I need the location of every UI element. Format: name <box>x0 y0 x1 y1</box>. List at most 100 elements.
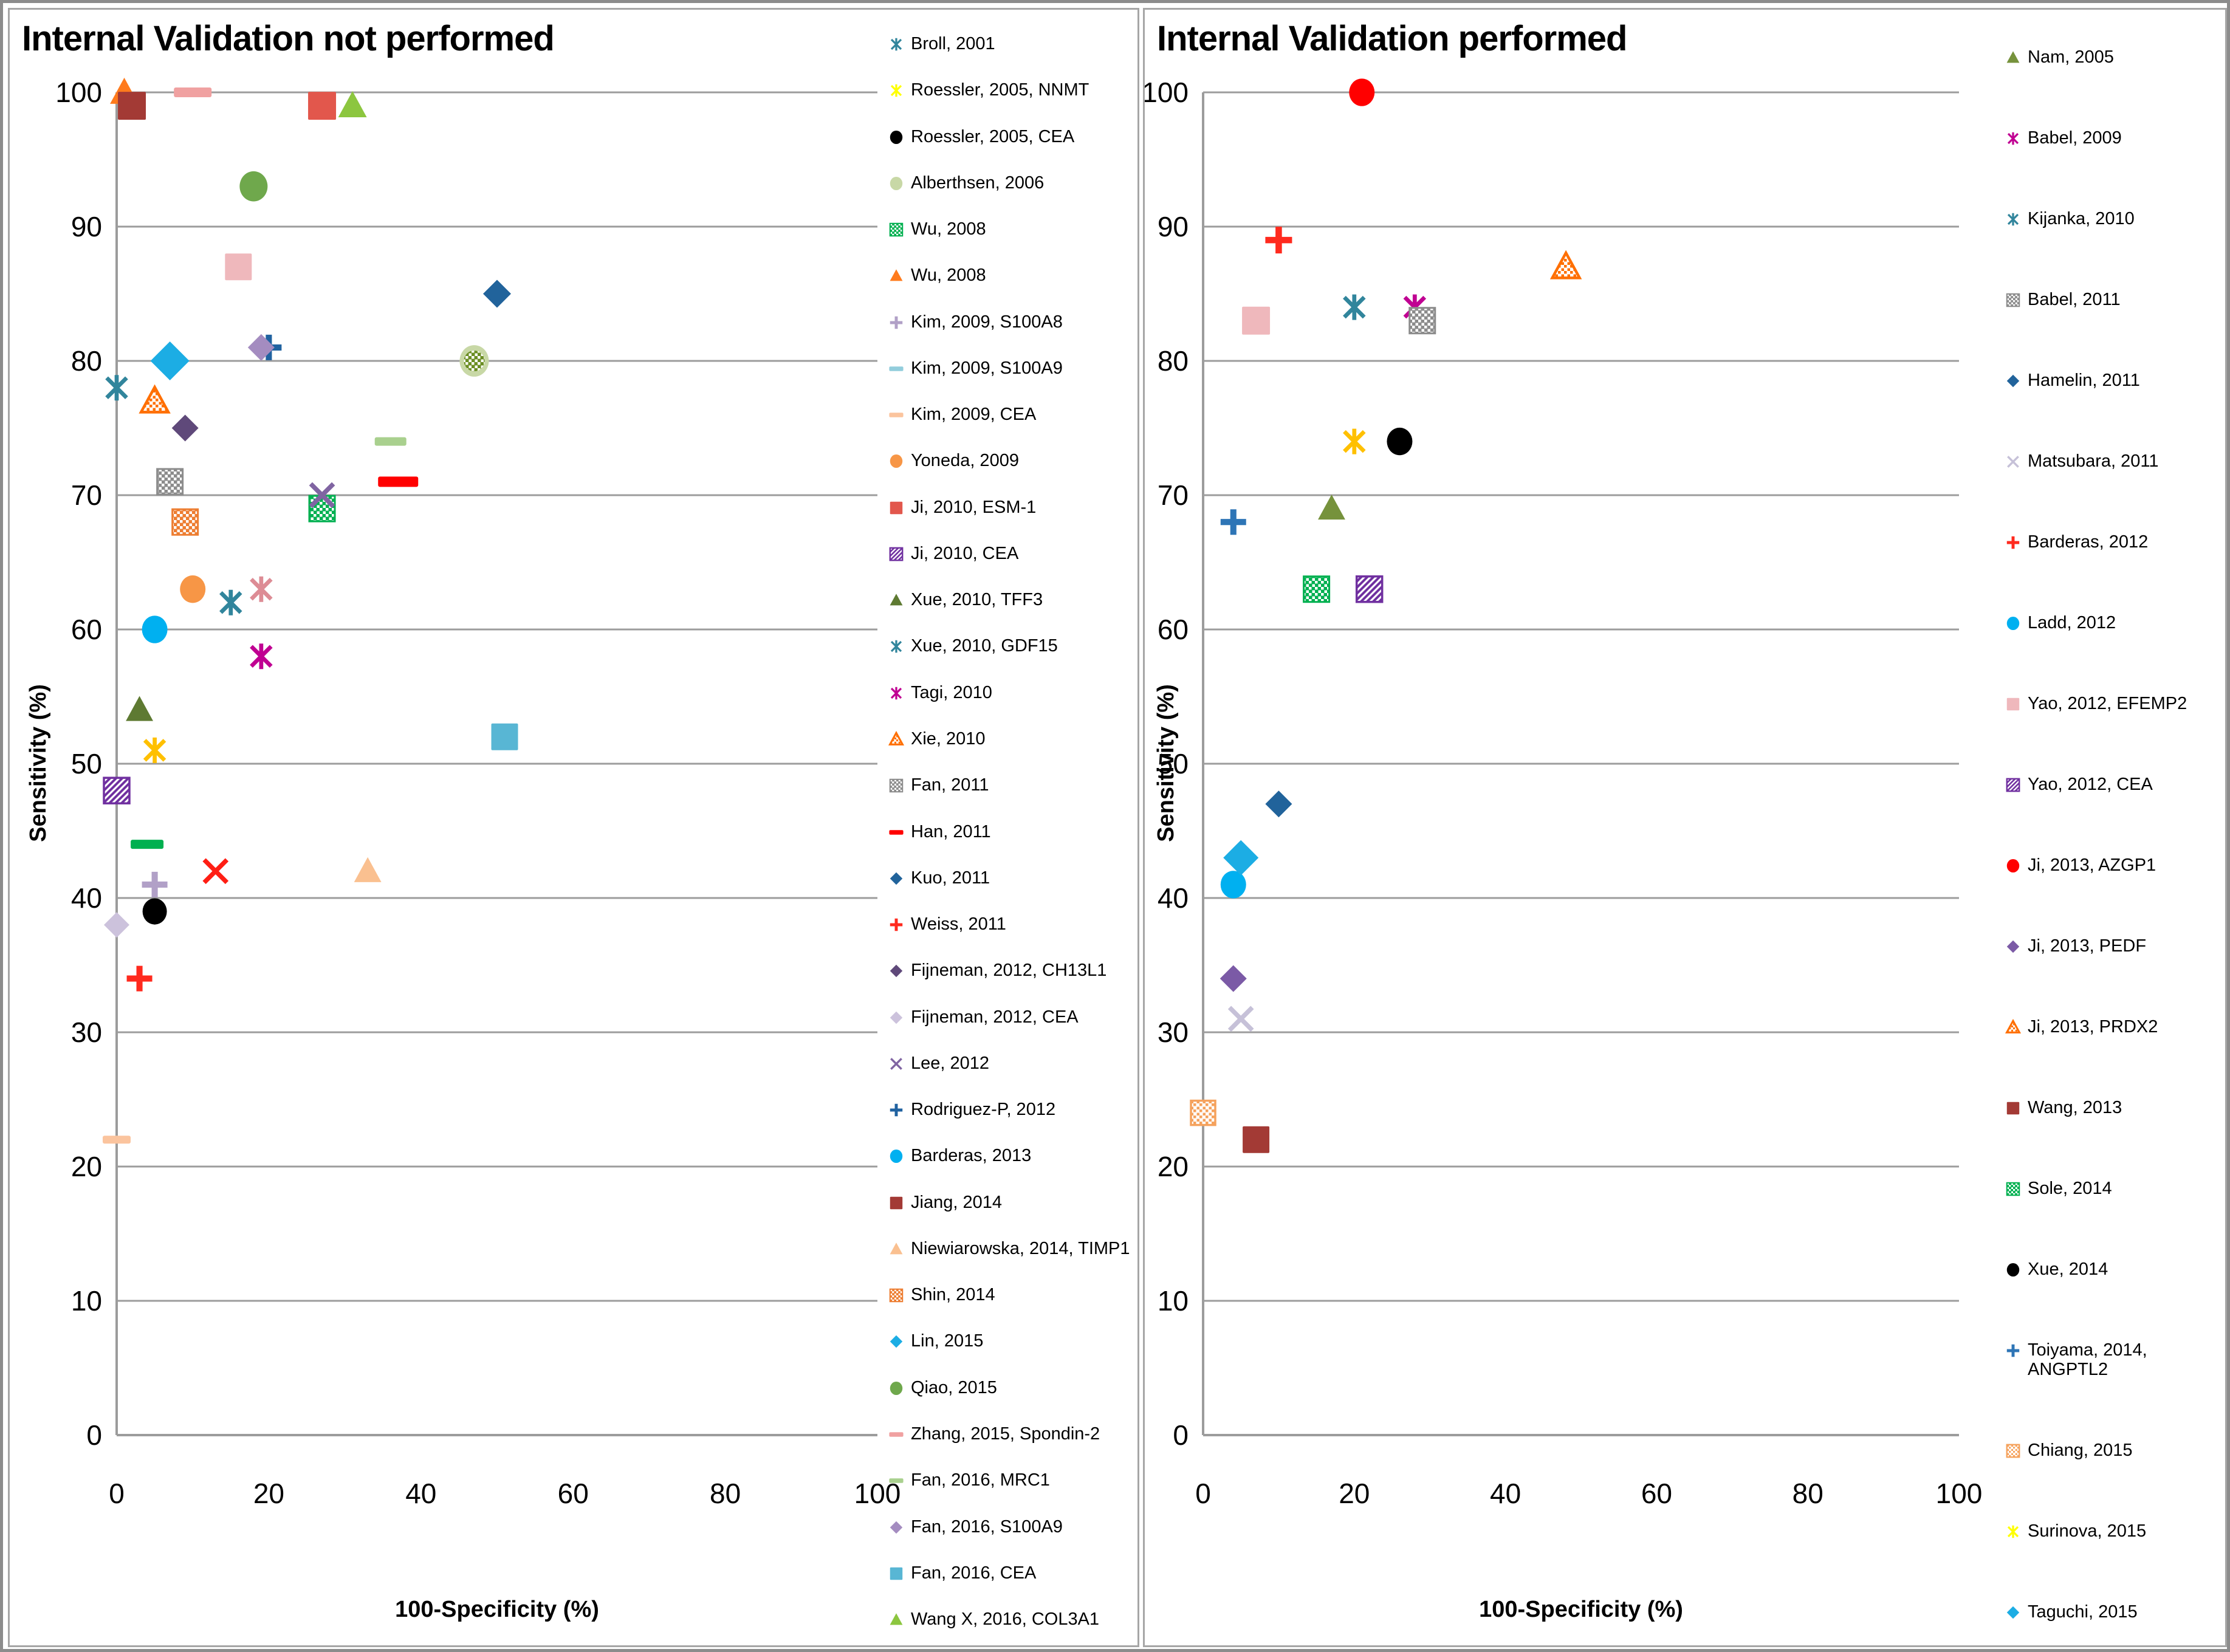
triangle-marker-icon <box>890 269 903 281</box>
data-point <box>2006 616 2020 631</box>
data-point <box>2006 940 2020 953</box>
data-point <box>219 589 242 615</box>
legend-item: Sole, 2014 <box>2004 1179 2223 1198</box>
x-tick-label: 100 <box>1936 1478 1983 1509</box>
square-marker-icon <box>2006 1102 2020 1115</box>
x-tick-label: 0 <box>109 1478 125 1509</box>
data-point <box>2006 1263 2020 1277</box>
legend-item: Ji, 2010, CEA <box>887 544 1133 563</box>
y-tick-label: 30 <box>1158 1016 1189 1048</box>
data-point <box>1242 306 1271 335</box>
data-point <box>889 366 904 371</box>
data-point <box>139 384 171 414</box>
dash-marker-icon <box>889 829 904 835</box>
data-point <box>890 38 902 51</box>
data-point <box>888 731 905 745</box>
legend-label: Roessler, 2005, CEA <box>911 126 1075 146</box>
data-point <box>890 84 902 97</box>
legend-item: Fan, 2011 <box>887 775 1133 795</box>
xcross-marker-icon <box>890 1057 902 1070</box>
data-point <box>2006 374 2020 388</box>
data-point <box>1227 1006 1254 1032</box>
data-point <box>1220 871 1246 899</box>
y-tick-label: 100 <box>1145 77 1189 108</box>
legend-item: Lee, 2012 <box>887 1054 1133 1073</box>
legend-item: Lin, 2015 <box>887 1331 1133 1351</box>
data-point <box>308 495 336 523</box>
y-tick-label: 10 <box>1158 1285 1189 1317</box>
square-marker-icon <box>890 1567 903 1580</box>
y-tick-label: 40 <box>1158 882 1189 914</box>
legend-label: Fan, 2016, MRC1 <box>911 1470 1050 1490</box>
legend-label: Fijneman, 2012, CH13L1 <box>911 961 1107 981</box>
triangle-marker-icon <box>890 1242 903 1255</box>
legend-label: Alberthsen, 2006 <box>911 173 1045 193</box>
legend-label: Fan, 2016, S100A9 <box>911 1517 1063 1537</box>
legend-label: Barderas, 2012 <box>2028 532 2149 552</box>
legend-item: Ji, 2013, PRDX2 <box>2004 1017 2223 1037</box>
circle-marker-icon <box>890 1150 903 1164</box>
data-point <box>890 687 902 699</box>
data-point <box>890 454 903 468</box>
legend-label: Fan, 2016, CEA <box>911 1563 1037 1583</box>
legend-item: Barderas, 2013 <box>887 1146 1133 1165</box>
legend-label: Hamelin, 2011 <box>2028 371 2140 390</box>
data-point <box>890 918 903 931</box>
page-title: Internal Validation performed <box>1157 19 1627 58</box>
legend-label: Barderas, 2013 <box>911 1146 1032 1166</box>
legend-label: Wang X, 2016, COL3A1 <box>911 1609 1100 1630</box>
square-open-marker-icon <box>2006 1444 2020 1458</box>
legend-item: Yoneda, 2009 <box>887 451 1133 470</box>
data-point <box>890 965 903 978</box>
data-point <box>491 723 518 750</box>
square-diag-marker-icon <box>889 547 904 561</box>
legend-label: Ji, 2010, CEA <box>911 543 1019 563</box>
data-point <box>239 171 268 202</box>
data-point <box>890 316 903 329</box>
legend-label: Niewiarowska, 2014, TIMP1 <box>911 1238 1130 1258</box>
data-point <box>1265 790 1292 818</box>
x-tick-label: 80 <box>710 1478 741 1509</box>
data-point <box>890 1335 903 1348</box>
legend-item: Wang, 2013 <box>2004 1098 2223 1117</box>
legend-label: Sole, 2014 <box>2028 1179 2112 1198</box>
dash-marker-icon <box>889 413 904 417</box>
diamond-marker-icon <box>2006 940 2020 953</box>
plus-marker-icon <box>2006 1344 2020 1357</box>
legend-label: Tagi, 2010 <box>911 682 992 702</box>
legend-label: Toiyama, 2014, ANGPTL2 <box>2028 1340 2147 1380</box>
legend-label: Nam, 2005 <box>2028 47 2114 67</box>
legend-label: Rodriguez-P, 2012 <box>911 1100 1056 1120</box>
data-point <box>1549 250 1582 279</box>
data-point <box>890 1242 903 1255</box>
data-point <box>1220 965 1247 992</box>
data-point <box>126 696 153 721</box>
legend-item: Roessler, 2005, CEA <box>887 127 1133 146</box>
legend-label: Ji, 2013, AZGP1 <box>2028 855 2156 875</box>
data-point <box>105 375 128 401</box>
y-tick-label: 60 <box>1158 614 1189 645</box>
legend-item: Broll, 2001 <box>887 34 1133 53</box>
legend-item: Chiang, 2015 <box>2004 1441 2223 1460</box>
xcross-marker-icon <box>2007 456 2019 468</box>
star-marker-icon <box>890 640 902 653</box>
legend-label: Qiao, 2015 <box>911 1377 997 1397</box>
legend-label: Shin, 2014 <box>911 1285 995 1305</box>
data-point <box>2006 1606 2020 1619</box>
data-point <box>889 1288 904 1303</box>
dash-marker-icon <box>889 1478 904 1483</box>
data-point <box>2006 293 2020 307</box>
x-tick-label: 20 <box>253 1478 284 1509</box>
legend-item: Yao, 2012, EFEMP2 <box>2004 694 2223 713</box>
data-point <box>103 776 131 804</box>
legend-item: Kijanka, 2010 <box>2004 209 2223 228</box>
y-tick-label: 80 <box>1158 345 1189 377</box>
legend-label: Babel, 2009 <box>2028 128 2122 148</box>
legend-item: Ji, 2010, ESM-1 <box>887 498 1133 517</box>
x-tick-label: 80 <box>1793 1478 1823 1509</box>
x-tick-label: 40 <box>1490 1478 1521 1509</box>
y-axis-title: Sensitivity (%) <box>26 684 51 842</box>
legend-item: Alberthsen, 2006 <box>887 173 1133 193</box>
data-point <box>378 476 419 487</box>
legend-item: Taguchi, 2015 <box>2004 1602 2223 1622</box>
